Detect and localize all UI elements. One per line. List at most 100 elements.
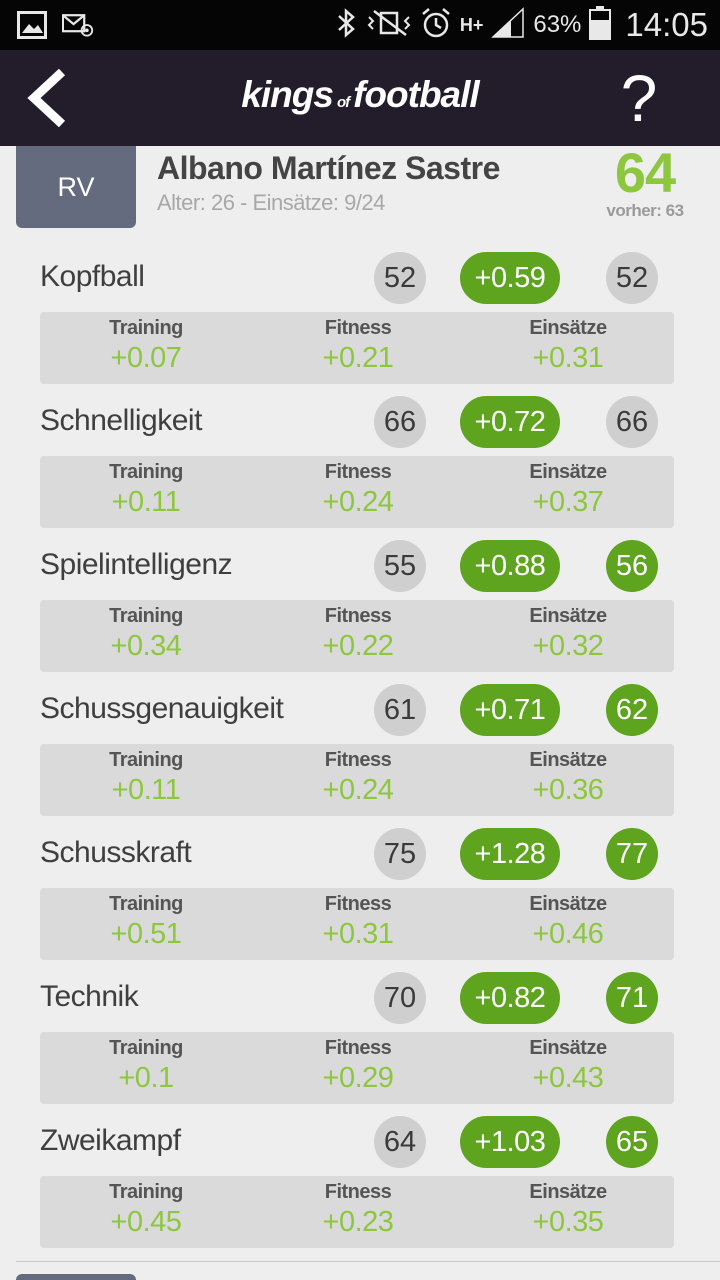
attribute-row: Schusskraft 75 +1.28 77 Training +0.51 Fi… bbox=[0, 828, 720, 972]
training-col: Training +0.11 bbox=[46, 456, 246, 528]
fitness-col: Fitness +0.31 bbox=[258, 888, 458, 960]
training-value: +0.07 bbox=[110, 342, 182, 374]
fitness-value: +0.24 bbox=[322, 486, 394, 518]
help-button[interactable]: ? bbox=[620, 61, 658, 135]
attribute-breakdown: Training +0.1 Fitness +0.29 Einsätze +0.43 bbox=[40, 1032, 674, 1104]
old-value: 70 bbox=[374, 972, 426, 1024]
fitness-value: +0.22 bbox=[322, 630, 394, 662]
battery-percent: 63% bbox=[533, 11, 582, 38]
fitness-col: Fitness +0.23 bbox=[258, 1176, 458, 1248]
attribute-name: Schussgenauigkeit bbox=[40, 692, 284, 725]
training-col: Training +0.1 bbox=[46, 1032, 246, 1104]
training-label: Training bbox=[109, 1181, 183, 1203]
einsaetze-value: +0.32 bbox=[532, 630, 604, 662]
einsaetze-col: Einsätze +0.32 bbox=[468, 600, 668, 672]
new-value: 65 bbox=[606, 1116, 658, 1168]
einsaetze-value: +0.46 bbox=[532, 918, 604, 950]
einsaetze-col: Einsätze +0.37 bbox=[468, 456, 668, 528]
change-pill: +0.88 bbox=[460, 540, 560, 592]
attribute-name: Technik bbox=[40, 980, 139, 1013]
einsaetze-value: +0.43 bbox=[532, 1062, 604, 1094]
gallery-icon bbox=[16, 9, 48, 41]
alarm-icon bbox=[420, 7, 452, 44]
attribute-row: Schussgenauigkeit 61 +0.71 62 Training +0… bbox=[0, 684, 720, 828]
attribute-name: Spielintelligenz bbox=[40, 548, 233, 581]
attribute-breakdown: Training +0.45 Fitness +0.23 Einsätze +0.35 bbox=[40, 1176, 674, 1248]
attribute-name: Schnelligkeit bbox=[40, 404, 202, 437]
player-header: RV Albano Martínez Sastre Alter: 26 - Ei… bbox=[0, 141, 720, 238]
change-pill: +0.82 bbox=[460, 972, 560, 1024]
old-value: 66 bbox=[374, 396, 426, 448]
fitness-label: Fitness bbox=[324, 605, 392, 627]
position-badge: RV bbox=[16, 146, 136, 228]
training-label: Training bbox=[109, 461, 183, 483]
new-value: 71 bbox=[606, 972, 658, 1024]
attribute-name: Zweikampf bbox=[40, 1124, 181, 1157]
attribute-breakdown: Training +0.51 Fitness +0.31 Einsätze +0.46 bbox=[40, 888, 674, 960]
attribute-row: Schnelligkeit 66 +0.72 66 Training +0.11 … bbox=[0, 396, 720, 540]
einsaetze-col: Einsätze +0.31 bbox=[468, 312, 668, 384]
fitness-value: +0.23 bbox=[322, 1206, 394, 1238]
attribute-row: Technik 70 +0.82 71 Training +0.1 Fitness… bbox=[0, 972, 720, 1116]
logo-of: of bbox=[336, 94, 350, 111]
status-bar: H+ 63% 14:05 bbox=[0, 0, 720, 50]
einsaetze-value: +0.35 bbox=[532, 1206, 604, 1238]
training-col: Training +0.07 bbox=[46, 312, 246, 384]
vibrate-icon bbox=[366, 7, 412, 44]
fitness-label: Fitness bbox=[324, 893, 392, 915]
training-value: +0.51 bbox=[110, 918, 182, 950]
new-value: 56 bbox=[606, 540, 658, 592]
fitness-label: Fitness bbox=[324, 1181, 392, 1203]
training-value: +0.45 bbox=[110, 1206, 182, 1238]
player-name: Albano Martínez Sastre bbox=[157, 150, 500, 186]
fitness-col: Fitness +0.24 bbox=[258, 456, 458, 528]
back-button[interactable] bbox=[24, 66, 72, 130]
attribute-breakdown: Training +0.34 Fitness +0.22 Einsätze +0.32 bbox=[40, 600, 674, 672]
player-info: Alter: 26 - Einsätze: 9/24 bbox=[157, 190, 385, 215]
einsaetze-label: Einsätze bbox=[529, 461, 607, 483]
attribute-breakdown: Training +0.11 Fitness +0.24 Einsätze +0.37 bbox=[40, 456, 674, 528]
einsaetze-col: Einsätze +0.46 bbox=[468, 888, 668, 960]
einsaetze-value: +0.31 bbox=[532, 342, 604, 374]
old-value: 64 bbox=[374, 1116, 426, 1168]
training-label: Training bbox=[109, 317, 183, 339]
training-value: +0.1 bbox=[118, 1062, 174, 1094]
next-player-badge[interactable] bbox=[16, 1274, 136, 1280]
previous-rating: vorher: 63 bbox=[606, 201, 684, 220]
training-value: +0.11 bbox=[111, 774, 181, 806]
fitness-col: Fitness +0.24 bbox=[258, 744, 458, 816]
change-pill: +1.28 bbox=[460, 828, 560, 880]
einsaetze-label: Einsätze bbox=[529, 605, 607, 627]
clock: 14:05 bbox=[625, 6, 708, 43]
training-label: Training bbox=[109, 605, 183, 627]
attribute-row: Zweikampf 64 +1.03 65 Training +0.45 Fitn… bbox=[0, 1116, 720, 1260]
email-icon bbox=[62, 9, 94, 41]
einsaetze-col: Einsätze +0.35 bbox=[468, 1176, 668, 1248]
attribute-name: Kopfball bbox=[40, 260, 145, 293]
training-col: Training +0.34 bbox=[46, 600, 246, 672]
training-label: Training bbox=[109, 893, 183, 915]
training-col: Training +0.11 bbox=[46, 744, 246, 816]
logo-football: football bbox=[353, 74, 480, 115]
fitness-value: +0.31 bbox=[322, 918, 394, 950]
einsaetze-label: Einsätze bbox=[529, 1037, 607, 1059]
fitness-value: +0.24 bbox=[322, 774, 394, 806]
fitness-label: Fitness bbox=[324, 461, 392, 483]
einsaetze-label: Einsätze bbox=[529, 317, 607, 339]
signal-icon bbox=[491, 6, 525, 44]
change-pill: +0.71 bbox=[460, 684, 560, 736]
player-rating: 64 bbox=[614, 141, 676, 204]
new-value: 52 bbox=[606, 252, 658, 304]
old-value: 55 bbox=[374, 540, 426, 592]
new-value: 66 bbox=[606, 396, 658, 448]
training-value: +0.11 bbox=[111, 486, 181, 518]
new-value: 77 bbox=[606, 828, 658, 880]
attribute-row: Kopfball 52 +0.59 52 Training +0.07 Fitne… bbox=[0, 252, 720, 396]
training-col: Training +0.45 bbox=[46, 1176, 246, 1248]
einsaetze-label: Einsätze bbox=[529, 1181, 607, 1203]
einsaetze-value: +0.37 bbox=[532, 486, 604, 518]
fitness-value: +0.29 bbox=[322, 1062, 394, 1094]
list-divider bbox=[16, 1261, 720, 1262]
training-label: Training bbox=[109, 1037, 183, 1059]
einsaetze-label: Einsätze bbox=[529, 893, 607, 915]
